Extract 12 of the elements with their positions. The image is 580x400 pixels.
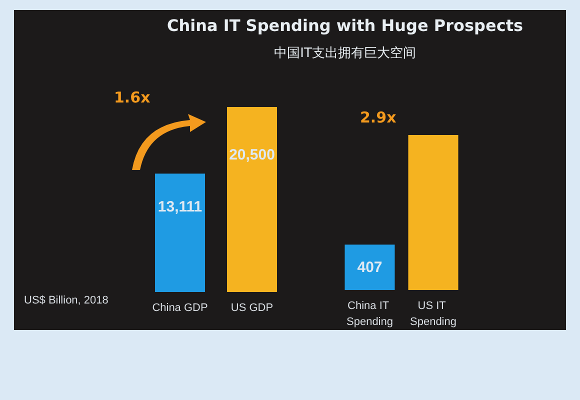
data-label: 13,111 <box>158 198 202 216</box>
text: China IT Spending with Huge Prospects <box>166 16 524 35</box>
x-tick-label: US GDP <box>230 302 274 314</box>
x-tick-label: China GDP <box>152 302 208 314</box>
x-tick-label: China IT Spending <box>346 300 393 328</box>
text: US$ Billion, 2018 <box>24 294 108 306</box>
text: 1.6x <box>114 88 151 106</box>
x-tick-label: US IT Spending <box>410 300 456 328</box>
data-label: 20,500 <box>229 146 275 164</box>
text: 2.9x <box>360 108 397 126</box>
text: 中国IT支出拥有巨大空间 <box>273 45 417 62</box>
data-label: 407 <box>357 258 382 276</box>
